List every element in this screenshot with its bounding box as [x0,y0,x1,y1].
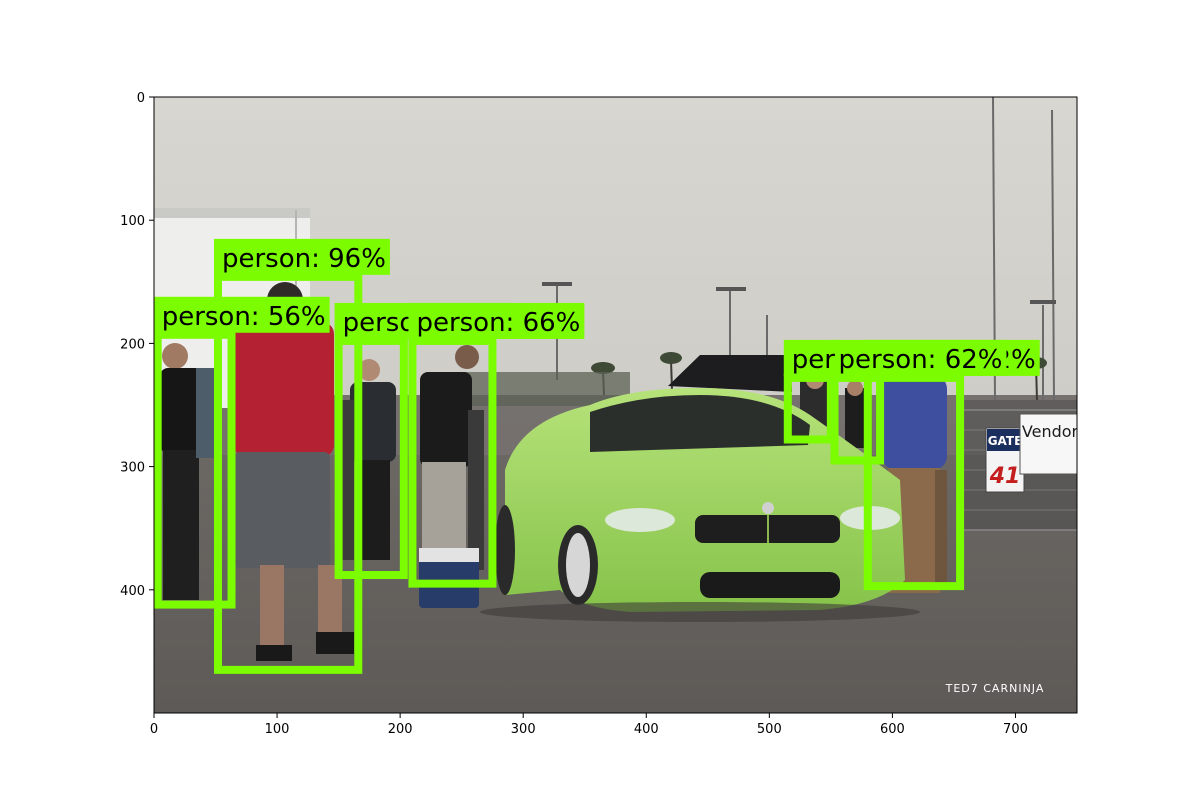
x-tick-label: 0 [150,722,158,737]
x-tick-label: 300 [511,722,536,737]
detection-box [783,373,835,444]
y-tick-label: 400 [120,584,145,599]
detection-box [863,373,965,591]
detection-box [334,336,408,580]
detection-label: person: 62% [839,345,1003,375]
x-tick-label: 500 [757,722,782,737]
vendor-sign [1019,413,1077,475]
x-tick-label: 400 [634,722,659,737]
y-tick-label: 200 [120,337,145,352]
detection-label: person: 56% [162,302,326,332]
gate-sign-number: 41 [989,464,1021,489]
detection-label-bg [783,339,839,376]
detection-label: per [792,345,836,375]
vendor-sign-label: Vendor [1022,422,1079,441]
person-left [160,343,214,600]
photo: GATE 41 Vendor [154,97,1079,713]
x-tick-label: 700 [1003,722,1028,737]
x-tick-label: 600 [880,722,905,737]
detection-label-bg [408,302,585,339]
y-tick-label: 300 [120,461,145,476]
x-axis: 0 100 200 300 400 500 600 700 [150,713,1028,737]
detection-label-bg [153,296,330,333]
detection-label: person: 96% [222,244,386,274]
green-car [495,388,905,612]
detection-label: person: 66% [416,308,580,338]
y-tick-label: 0 [137,91,145,106]
detection-box [153,330,236,609]
tent [668,355,792,392]
x-tick-label: 200 [388,722,413,737]
cooler [419,548,479,608]
x-tick-label: 100 [265,722,290,737]
gate-sign-label: GATE [988,434,1023,448]
axes-frame [153,96,1078,714]
detections: person: 96%person: 56%person: 54%person:… [153,238,1040,674]
y-axis: 0 100 200 300 400 [120,91,154,599]
detection-box [408,336,497,588]
detection-box [213,272,363,674]
detection-label-bg [830,339,1007,376]
detection-label-bg [213,238,390,275]
watermark: TED7 CARNINJA [945,682,1045,695]
y-tick-label: 100 [120,214,145,229]
person-cooler [420,345,484,597]
